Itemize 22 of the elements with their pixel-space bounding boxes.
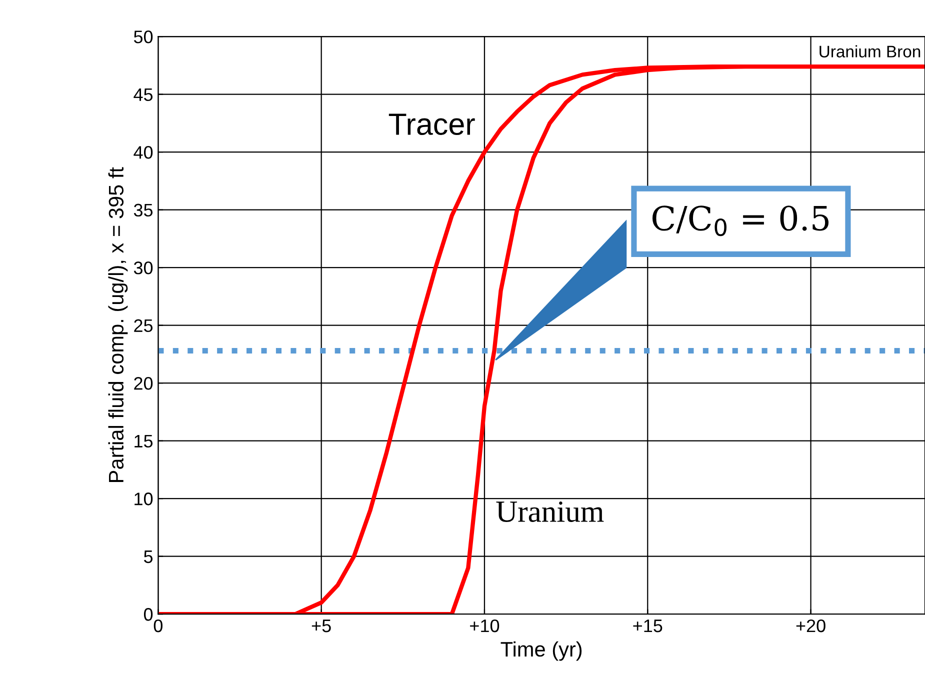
x-tick-label: +20 (796, 619, 826, 632)
x-tick-label: +10 (470, 619, 500, 632)
y-tick-label: 30 (134, 262, 153, 274)
x-axis-title: Time (yr) (500, 641, 582, 661)
y-tick-label: 15 (134, 434, 153, 448)
series-label: Tracer (388, 114, 475, 136)
annotation: Uranium Bron (820, 45, 920, 58)
x-tick-label: +15 (633, 620, 662, 632)
y-tick-label: 40 (134, 146, 153, 159)
y-tick-label: 10 (134, 492, 153, 506)
x-tick-label: 0 (154, 619, 162, 632)
y-tick-label: 35 (134, 204, 153, 217)
y-tick-label: 5 (144, 550, 153, 564)
x-tick-label: +5 (312, 620, 331, 632)
y-axis-title: Partial fluid comp. (ug/l), x = 395 ft (108, 167, 128, 482)
y-tick-label: 50 (134, 30, 153, 44)
annotation: C/C$_{0}$ = 0.5 (652, 206, 829, 236)
y-tick-label: 20 (134, 377, 153, 390)
series-label: Uranium (496, 501, 604, 522)
y-tick-label: 45 (134, 88, 153, 102)
y-tick-label: 25 (134, 319, 153, 332)
y-tick-label: 0 (144, 608, 153, 621)
